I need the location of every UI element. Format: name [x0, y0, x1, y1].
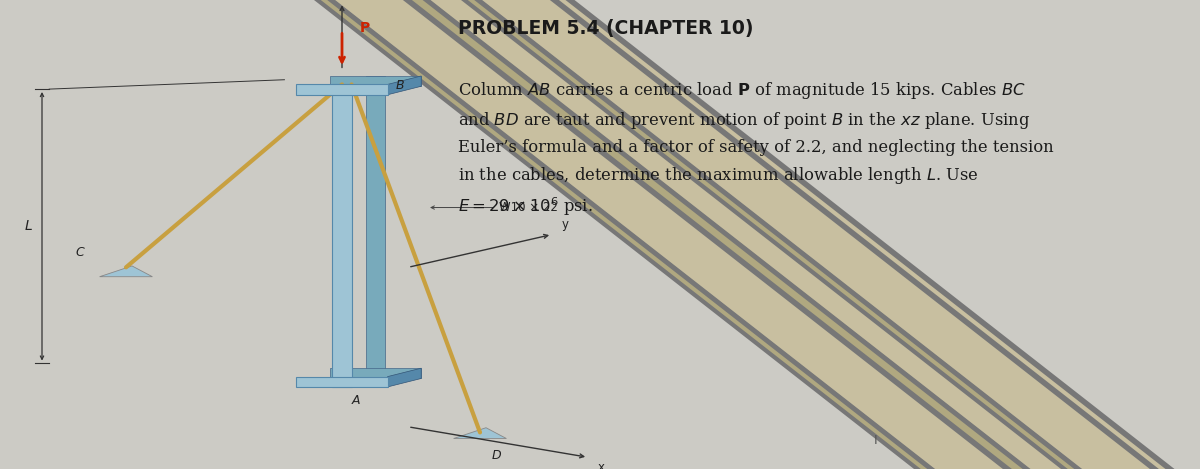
Text: B: B — [396, 79, 404, 92]
Polygon shape — [332, 84, 352, 387]
Text: A: A — [352, 394, 360, 407]
Text: C: C — [76, 246, 84, 259]
Polygon shape — [100, 266, 152, 277]
Text: W10 × 22: W10 × 22 — [431, 201, 558, 214]
Text: L: L — [25, 219, 32, 233]
Polygon shape — [442, 0, 1200, 469]
Polygon shape — [88, 0, 1200, 469]
Text: y: y — [562, 218, 569, 231]
Polygon shape — [296, 84, 388, 95]
Polygon shape — [388, 76, 421, 95]
Polygon shape — [296, 377, 388, 387]
Polygon shape — [324, 0, 1200, 469]
Text: Column $\mathit{AB}$ carries a centric load $\mathbf{P}$ of magnitude 15 kips. C: Column $\mathit{AB}$ carries a centric l… — [458, 80, 1054, 218]
Polygon shape — [442, 0, 1200, 469]
Polygon shape — [330, 368, 421, 378]
Text: PROBLEM 5.4 (CHAPTER 10): PROBLEM 5.4 (CHAPTER 10) — [458, 19, 754, 38]
Polygon shape — [88, 0, 1200, 469]
Polygon shape — [366, 76, 385, 378]
Text: I: I — [874, 434, 878, 447]
Text: x: x — [598, 461, 605, 469]
Polygon shape — [330, 76, 421, 86]
Polygon shape — [324, 0, 1200, 469]
Text: P: P — [360, 21, 371, 35]
Text: D: D — [492, 449, 502, 462]
Polygon shape — [388, 368, 421, 387]
Polygon shape — [454, 428, 506, 439]
